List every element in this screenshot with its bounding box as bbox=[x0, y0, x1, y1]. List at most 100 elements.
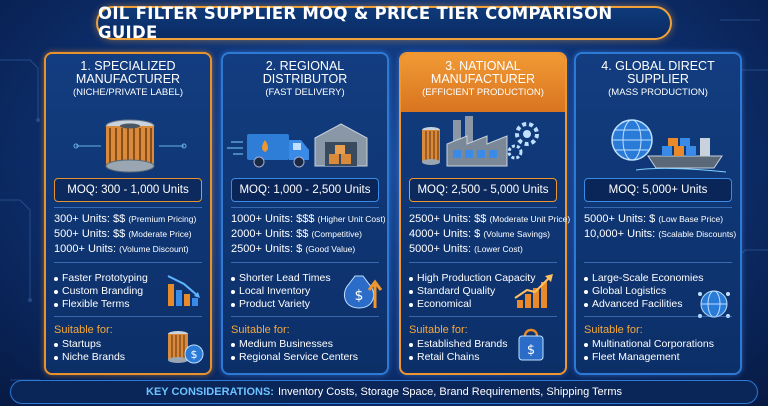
svg-text:$: $ bbox=[527, 343, 535, 358]
suitable-title: Suitable for: bbox=[54, 324, 113, 336]
divider bbox=[54, 316, 202, 317]
price-tiers: 300+ Units: $$ (Premium Pricing) 500+ Un… bbox=[54, 212, 206, 257]
divider bbox=[231, 262, 379, 263]
list-item: Regional Service Centers bbox=[231, 351, 358, 364]
divider bbox=[54, 207, 202, 208]
money-bag-icon: $ bbox=[343, 275, 383, 309]
card-subtitle: (MASS PRODUCTION) bbox=[608, 87, 708, 98]
svg-text:$: $ bbox=[355, 288, 364, 304]
card-global-direct-supplier: 4. Global Direct Supplier (MASS PRODUCTI… bbox=[574, 52, 742, 375]
card-subtitle: (EFFICIENT PRODUCTION) bbox=[422, 87, 544, 98]
list-item: Niche Brands bbox=[54, 351, 125, 364]
card-name-line2: Distributor bbox=[262, 72, 348, 86]
divider bbox=[584, 262, 732, 263]
suitable-title: Suitable for: bbox=[409, 324, 468, 336]
price-tier: 2500+ Units: $$ (Moderate Unit Price) bbox=[409, 213, 571, 225]
bar-chart-down-icon bbox=[167, 275, 200, 306]
price-tier: 1000+ Units: (Volume Discount) bbox=[54, 243, 189, 255]
title-banner: OIL FILTER SUPPLIER MOQ & PRICE TIER COM… bbox=[96, 4, 672, 42]
suitable-list: Startups Niche Brands bbox=[54, 338, 125, 364]
card-subtitle: (FAST DELIVERY) bbox=[265, 87, 345, 98]
list-item: Large-Scale Economies bbox=[584, 272, 736, 285]
factory-gear-icon bbox=[422, 116, 539, 167]
list-item: Product Variety bbox=[231, 298, 383, 311]
list-item: Custom Branding bbox=[54, 285, 206, 298]
globe-ship-icon bbox=[611, 119, 727, 173]
divider bbox=[409, 207, 557, 208]
card-header: 1. Specialized Manufacturer (NICHE/PRIVA… bbox=[46, 54, 210, 112]
price-tier: 2500+ Units: $ (Good Value) bbox=[231, 243, 356, 255]
list-item: Multinational Corporations bbox=[584, 338, 714, 351]
price-tiers: 2500+ Units: $$ (Moderate Unit Price) 40… bbox=[409, 212, 571, 257]
feature-list: High Production Capacity Standard Qualit… bbox=[409, 272, 561, 311]
divider bbox=[54, 262, 202, 263]
suitable-list: Multinational Corporations Fleet Managem… bbox=[584, 338, 714, 364]
price-tiers: 1000+ Units: $$$ (Higher Unit Cost) 2000… bbox=[231, 212, 386, 257]
bar-chart-up-icon bbox=[514, 274, 553, 308]
price-tier: 2000+ Units: $$ (Competitive) bbox=[231, 228, 362, 240]
price-tiers: 5000+ Units: $ (Low Base Price) 10,000+ … bbox=[584, 212, 736, 242]
moq-badge: MOQ: 5,000+ Units bbox=[584, 178, 732, 202]
list-item: Shorter Lead Times bbox=[231, 272, 383, 285]
list-item: Medium Businesses bbox=[231, 338, 358, 351]
list-item: Local Inventory bbox=[231, 285, 383, 298]
card-header: 2. Regional Distributor (FAST DELIVERY) bbox=[223, 54, 387, 112]
list-item: Global Logistics bbox=[584, 285, 736, 298]
divider bbox=[584, 207, 732, 208]
footer-value: Inventory Costs, Storage Space, Brand Re… bbox=[277, 386, 622, 398]
page-title: OIL FILTER SUPPLIER MOQ & PRICE TIER COM… bbox=[98, 4, 613, 42]
list-item: Fleet Management bbox=[584, 351, 714, 364]
list-item: Flexible Terms bbox=[54, 298, 206, 311]
footer-key: KEY CONSIDERATIONS: bbox=[146, 386, 274, 398]
card-name-line1: 3. National bbox=[445, 59, 521, 73]
price-tier: 1000+ Units: $$$ (Higher Unit Cost) bbox=[231, 213, 386, 225]
svg-text:$: $ bbox=[191, 348, 198, 361]
moq-badge: MOQ: 1,000 - 2,500 Units bbox=[231, 178, 379, 202]
moq-badge: MOQ: 300 - 1,000 Units bbox=[54, 178, 202, 202]
oil-filter-icon bbox=[73, 119, 187, 173]
price-tier: 500+ Units: $$ (Moderate Price) bbox=[54, 228, 192, 240]
divider bbox=[231, 207, 379, 208]
card-subtitle: (NICHE/PRIVATE LABEL) bbox=[73, 87, 183, 98]
feature-list: Shorter Lead Times Local Inventory Produ… bbox=[231, 272, 383, 311]
divider bbox=[584, 316, 732, 317]
price-tier: 300+ Units: $$ (Premium Pricing) bbox=[54, 213, 197, 225]
globe-network-icon bbox=[698, 290, 730, 318]
divider bbox=[231, 316, 379, 317]
suitable-list: Established Brands Retail Chains bbox=[409, 338, 507, 364]
card-specialized-manufacturer: 1. Specialized Manufacturer (NICHE/PRIVA… bbox=[44, 52, 212, 375]
divider bbox=[409, 316, 557, 317]
filter-coin-icon: $ bbox=[168, 331, 204, 364]
list-item: Economical bbox=[409, 298, 561, 311]
feature-list: Large-Scale Economies Global Logistics A… bbox=[584, 272, 736, 311]
price-tier: 5000+ Units: (Lower Cost) bbox=[409, 243, 523, 255]
shopping-bag-icon: $ bbox=[518, 328, 544, 361]
suitable-list: Medium Businesses Regional Service Cente… bbox=[231, 338, 358, 364]
card-name-line2: Supplier bbox=[627, 72, 689, 86]
card-name-line2: Manufacturer bbox=[430, 72, 536, 86]
card-name-line2: Manufacturer bbox=[75, 72, 181, 86]
list-item: Faster Prototyping bbox=[54, 272, 206, 285]
card-national-manufacturer: 3. National Manufacturer (EFFICIENT PROD… bbox=[399, 52, 571, 375]
key-considerations-bar: KEY CONSIDERATIONS: Inventory Costs, Sto… bbox=[10, 380, 758, 404]
list-item: Startups bbox=[54, 338, 125, 351]
truck-warehouse-icon bbox=[227, 123, 368, 168]
suitable-title: Suitable for: bbox=[231, 324, 290, 336]
feature-list: Faster Prototyping Custom Branding Flexi… bbox=[54, 272, 206, 311]
card-regional-distributor: 2. Regional Distributor (FAST DELIVERY) … bbox=[221, 52, 389, 375]
moq-badge: MOQ: 2,500 - 5,000 Units bbox=[409, 178, 557, 202]
price-tier: 4000+ Units: $ (Volume Savings) bbox=[409, 228, 550, 240]
divider bbox=[409, 262, 557, 263]
card-name-line1: 2. Regional bbox=[265, 59, 345, 73]
price-tier: 5000+ Units: $ (Low Base Price) bbox=[584, 213, 724, 225]
list-item: Established Brands bbox=[409, 338, 507, 351]
card-header: 4. Global Direct Supplier (MASS PRODUCTI… bbox=[576, 54, 740, 112]
card-name-line1: 4. Global Direct bbox=[601, 59, 715, 73]
list-item: Standard Quality bbox=[409, 285, 561, 298]
list-item: High Production Capacity bbox=[409, 272, 561, 285]
list-item: Advanced Facilities bbox=[584, 298, 736, 311]
price-tier: 10,000+ Units: (Scalable Discounts) bbox=[584, 228, 737, 240]
list-item: Retail Chains bbox=[409, 351, 507, 364]
card-header: 3. National Manufacturer (EFFICIENT PROD… bbox=[401, 54, 565, 112]
card-name-line1: 1. Specialized bbox=[80, 59, 176, 73]
